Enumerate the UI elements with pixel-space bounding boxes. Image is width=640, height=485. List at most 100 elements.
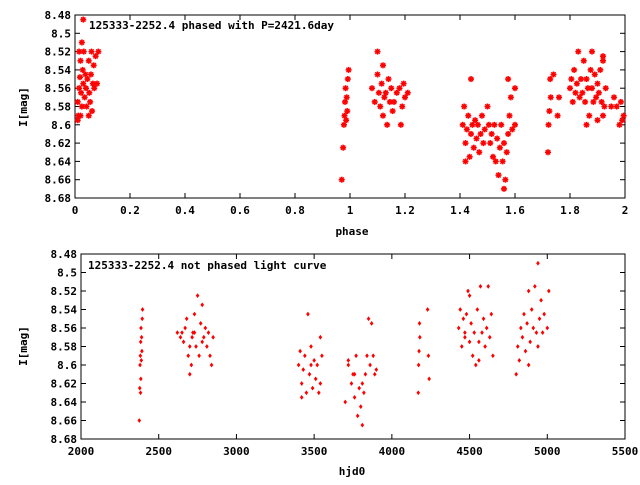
y-tick-label: 8.62 <box>51 378 78 391</box>
data-point <box>619 117 626 124</box>
data-point <box>491 121 498 128</box>
data-point <box>184 316 189 322</box>
x-tick-label: 0.2 <box>120 204 140 217</box>
x-tick-label: 1.6 <box>505 204 525 217</box>
x-axis-label: hjd0 <box>339 465 366 478</box>
data-point <box>425 307 430 312</box>
data-point <box>82 71 89 78</box>
data-point <box>86 89 93 96</box>
data-point <box>466 288 470 294</box>
data-point <box>583 76 590 83</box>
x-tick-label: 0.4 <box>175 204 195 217</box>
data-point <box>315 362 320 368</box>
data-point <box>519 325 523 331</box>
data-point <box>81 94 88 101</box>
data-point <box>301 367 306 373</box>
data-point <box>473 135 480 142</box>
data-point <box>87 98 94 105</box>
data-point <box>377 103 384 110</box>
data-point <box>178 334 183 340</box>
x-tick-label: 0.8 <box>285 204 305 217</box>
data-point <box>200 339 205 345</box>
data-point <box>582 98 589 105</box>
data-point <box>192 311 197 317</box>
data-point <box>360 381 365 386</box>
data-point <box>340 121 347 128</box>
data-point <box>382 89 389 96</box>
data-point <box>594 80 601 87</box>
data-point <box>469 121 476 128</box>
data-point <box>477 339 481 345</box>
data-point <box>547 288 551 294</box>
data-point <box>494 135 501 142</box>
phased-light-curve-panel: 125333-2252.4 phased with P=2421.6day ph… <box>17 9 628 238</box>
data-point <box>483 344 487 349</box>
data-point <box>198 320 203 326</box>
x-tick-label: 3500 <box>301 445 328 458</box>
data-point <box>203 325 208 331</box>
data-point <box>600 57 606 64</box>
data-point <box>539 297 543 303</box>
x-tick-label: 1.4 <box>450 204 470 217</box>
data-point <box>344 76 351 83</box>
data-point <box>76 48 83 55</box>
data-points <box>137 260 551 428</box>
data-point <box>470 353 475 359</box>
data-point <box>318 381 323 386</box>
data-point <box>77 112 84 119</box>
data-point <box>487 140 494 147</box>
y-tick-label: 8.54 <box>51 304 78 317</box>
data-point <box>208 353 212 359</box>
data-point <box>139 334 144 340</box>
data-point <box>523 348 528 354</box>
data-point <box>547 94 554 101</box>
data-point <box>77 57 84 64</box>
data-point <box>496 144 503 151</box>
data-point <box>78 39 85 46</box>
data-point <box>343 399 348 405</box>
data-point <box>576 94 583 101</box>
data-point <box>140 348 144 354</box>
data-point <box>597 66 604 73</box>
data-point <box>547 76 554 83</box>
x-tick-label: 1.8 <box>560 204 580 217</box>
axis-ticks: 2000 2500 3000 3500 4000 4500 5000 55008.488.58… <box>51 248 639 458</box>
y-tick-label: 8.52 <box>45 46 72 59</box>
data-point <box>340 144 347 151</box>
data-point <box>542 311 546 317</box>
data-point <box>487 334 492 340</box>
data-point <box>608 103 615 110</box>
data-point <box>76 74 83 81</box>
data-point <box>515 344 520 349</box>
data-point <box>602 85 609 92</box>
data-point <box>89 108 96 115</box>
data-point <box>477 130 484 137</box>
x-tick-label: 4500 <box>456 445 483 458</box>
data-point <box>537 316 542 322</box>
data-point <box>209 362 214 368</box>
data-point <box>501 140 507 147</box>
y-tick-label: 8.56 <box>45 82 72 95</box>
y-tick-label: 8.52 <box>51 285 78 298</box>
data-point <box>94 80 100 87</box>
data-point <box>502 176 509 183</box>
data-point <box>374 367 379 373</box>
data-point <box>80 16 87 23</box>
data-point <box>550 71 557 78</box>
x-tick-label: 2 <box>622 204 629 217</box>
data-point <box>589 48 595 55</box>
data-point <box>186 353 191 359</box>
data-point <box>459 121 466 128</box>
data-point <box>472 330 477 336</box>
x-tick-label: 2000 <box>68 445 95 458</box>
data-point <box>296 362 301 368</box>
data-point <box>90 62 97 69</box>
data-point <box>358 404 363 410</box>
data-point <box>318 334 323 340</box>
data-point <box>462 140 469 147</box>
data-point <box>91 85 98 92</box>
data-point <box>303 353 307 359</box>
y-tick-label: 8.56 <box>51 322 78 335</box>
data-point <box>349 381 354 386</box>
